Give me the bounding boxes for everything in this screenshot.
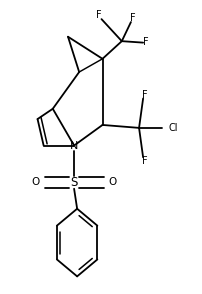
Text: N: N xyxy=(69,141,78,151)
Text: F: F xyxy=(96,10,101,20)
Text: Cl: Cl xyxy=(167,123,177,133)
Text: F: F xyxy=(129,13,135,23)
Text: F: F xyxy=(143,37,148,47)
Text: O: O xyxy=(32,177,40,187)
Text: S: S xyxy=(70,176,77,189)
Text: O: O xyxy=(108,177,116,187)
Text: F: F xyxy=(141,90,147,100)
Text: F: F xyxy=(141,156,147,166)
